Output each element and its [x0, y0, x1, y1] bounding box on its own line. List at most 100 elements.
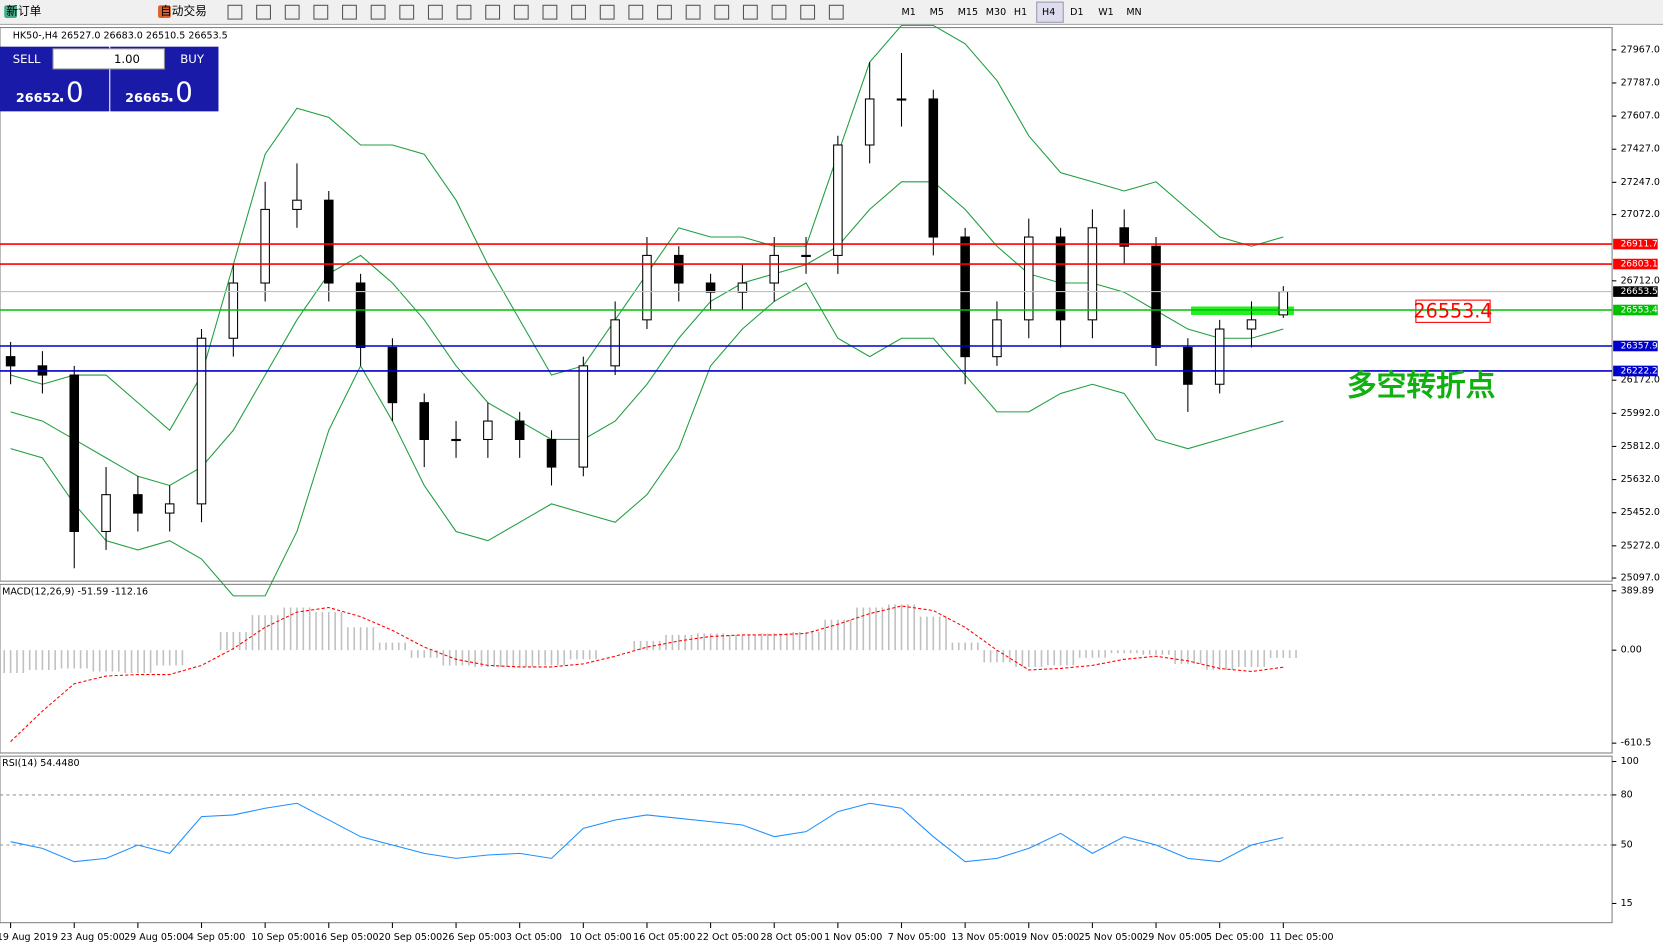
- sell-price[interactable]: 26652: [16, 90, 60, 105]
- price-level-label: 26803.1: [1621, 260, 1658, 270]
- toolbar-icon[interactable]: [427, 4, 443, 20]
- candle-body: [324, 199, 334, 284]
- timeframe-button[interactable]: MN: [1126, 7, 1141, 18]
- y-tick-label: 25452.0: [1621, 507, 1660, 518]
- toolbar: [0, 0, 1663, 25]
- candle-body: [960, 236, 970, 358]
- x-tick-label: 23 Aug 05:00: [60, 932, 124, 943]
- panel-title: RSI(14) 54.4480: [2, 758, 80, 769]
- toolbar-icon[interactable]: [256, 4, 271, 20]
- buy-price-big[interactable]: .0: [167, 75, 193, 108]
- toolbar-icon[interactable]: [657, 4, 672, 20]
- candle-body: [674, 254, 684, 284]
- price-level-tag: [1613, 365, 1658, 377]
- x-tick-label: 11 Dec 05:00: [1270, 932, 1334, 943]
- lots-value[interactable]: 1.00: [114, 52, 140, 66]
- candle-body: [896, 98, 907, 101]
- y-tick-label: 25097.0: [1621, 573, 1660, 584]
- x-tick-label: 29 Nov 05:00: [1142, 932, 1206, 943]
- y-tick-label: 27427.0: [1621, 144, 1660, 155]
- rsi-frame: [0, 755, 1613, 924]
- y-tick-label: 15: [1621, 898, 1633, 909]
- toolbar-icon[interactable]: [513, 4, 529, 20]
- toolbar-icon[interactable]: [542, 4, 558, 20]
- y-tick-label: 27787.0: [1621, 77, 1660, 88]
- price-level-tag: [1613, 286, 1658, 297]
- x-tick-label: 16 Sep 05:00: [315, 932, 379, 943]
- toolbar-icon[interactable]: [313, 4, 329, 20]
- candle-body: [355, 282, 366, 348]
- toolbar-icon[interactable]: [571, 4, 586, 20]
- sell-button[interactable]: SELL: [13, 52, 41, 66]
- candle-body: [196, 337, 207, 505]
- price-level-label: 26222.2: [1621, 366, 1658, 376]
- candle-body: [833, 144, 843, 256]
- buy-button[interactable]: BUY: [180, 52, 205, 66]
- price-level-label: 26911.7: [1621, 240, 1658, 250]
- candle-body: [769, 254, 780, 284]
- y-tick-label: 50: [1621, 840, 1633, 851]
- toolbar-icon[interactable]: [456, 4, 472, 20]
- price-level-tag: [1613, 340, 1658, 352]
- y-tick-label: 389.89: [1621, 585, 1654, 596]
- toolbar-icon[interactable]: [714, 4, 730, 20]
- panel-title: HK50-,H4 26527.0 26683.0 26510.5 26653.5: [13, 31, 228, 42]
- x-tick-label: 28 Oct 05:00: [760, 932, 822, 943]
- y-tick-label: 0.00: [1621, 645, 1642, 656]
- timeframe-button[interactable]: W1: [1098, 7, 1114, 18]
- toolbar-icon[interactable]: [158, 5, 171, 19]
- timeframe-button[interactable]: D1: [1070, 7, 1083, 18]
- candle-body: [164, 503, 175, 514]
- x-tick-label: 7 Nov 05:00: [888, 932, 946, 943]
- toolbar-icon[interactable]: [828, 4, 844, 20]
- candle-body: [260, 208, 270, 284]
- timeframe-button[interactable]: M15: [958, 7, 978, 18]
- candle-body: [546, 438, 557, 468]
- y-tick-label: 26712.0: [1621, 275, 1660, 286]
- toolbar-icon[interactable]: [599, 4, 615, 20]
- toolbar-icon[interactable]: [284, 4, 300, 20]
- x-tick-label: 5 Dec 05:00: [1206, 932, 1264, 943]
- toolbar-icon[interactable]: [227, 4, 243, 20]
- candle-body: [101, 494, 111, 533]
- candle-body: [69, 374, 80, 533]
- timeframe-button[interactable]: H1: [1014, 7, 1027, 18]
- x-tick-label: 22 Oct 05:00: [697, 932, 759, 943]
- toolbar-icon[interactable]: [742, 4, 758, 20]
- candle-body: [5, 356, 16, 367]
- candle-body: [514, 420, 525, 440]
- toolbar-icon[interactable]: [800, 4, 816, 20]
- toolbar-icon[interactable]: [342, 4, 357, 20]
- timeframe-button[interactable]: M5: [930, 7, 944, 18]
- candle-body: [1119, 227, 1129, 247]
- candle-body: [1151, 245, 1161, 348]
- x-tick-label: 13 Nov 05:00: [951, 932, 1015, 943]
- toolbar-icon[interactable]: [685, 4, 701, 20]
- toolbar-icon[interactable]: [771, 4, 787, 20]
- candle-body: [864, 98, 875, 146]
- toolbar-icon[interactable]: [628, 4, 644, 20]
- price-callout-box: [1415, 299, 1491, 323]
- candle-body: [1087, 227, 1098, 321]
- candle-body: [1183, 346, 1193, 385]
- toolbar-icon[interactable]: [370, 4, 386, 20]
- timeframe-active: [1036, 1, 1064, 23]
- toolbar-icon[interactable]: [399, 4, 415, 20]
- y-tick-label: 100: [1621, 756, 1639, 767]
- signal-line: [10, 605, 1284, 742]
- timeframe-button[interactable]: M1: [901, 7, 915, 18]
- sell-price-big[interactable]: .0: [57, 75, 83, 108]
- candle-body: [1055, 236, 1066, 321]
- candle-body: [705, 282, 716, 293]
- timeframe-button[interactable]: H4: [1042, 7, 1055, 18]
- x-tick-label: 25 Nov 05:00: [1079, 932, 1143, 943]
- buy-price[interactable]: 26665: [125, 90, 169, 105]
- timeframe-button[interactable]: M30: [986, 7, 1006, 18]
- y-tick-label: 25272.0: [1621, 540, 1660, 551]
- toolbar-button[interactable]: 自动交易: [160, 4, 207, 18]
- toolbar-icon[interactable]: [485, 4, 501, 20]
- lots-input[interactable]: [52, 48, 165, 70]
- toolbar-icon[interactable]: [4, 5, 17, 19]
- toolbar-button[interactable]: 新订单: [6, 4, 41, 18]
